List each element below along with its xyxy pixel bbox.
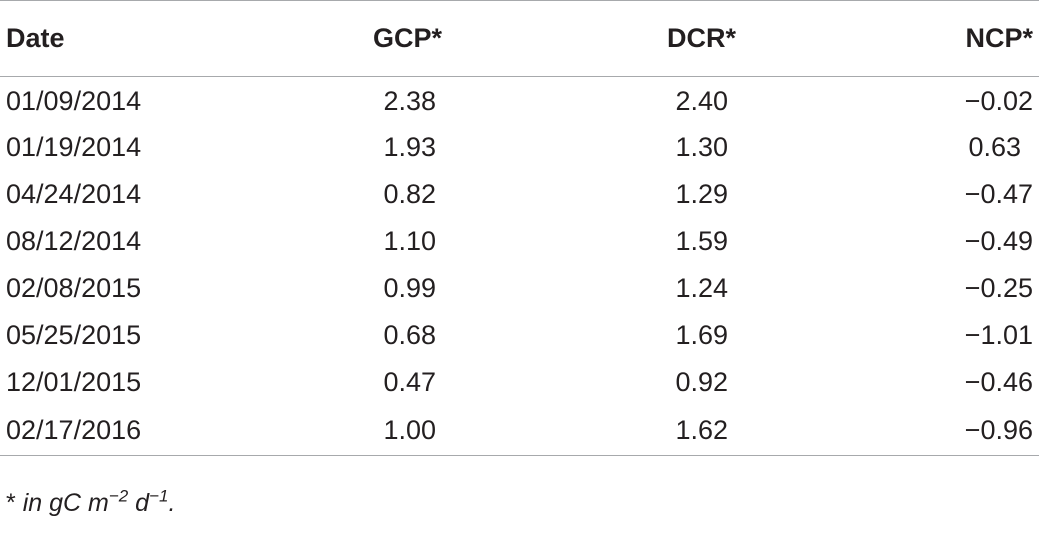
cell-ncp: 0.63 bbox=[968, 131, 1021, 162]
cell-date: 01/19/2014 bbox=[6, 131, 142, 162]
data-table-container: Date GCP* DCR* NCP* 01/09/2014 2.38 2.40… bbox=[0, 0, 1039, 456]
cell-gcp: 0.47 bbox=[383, 366, 436, 397]
footnote-marker: * bbox=[6, 489, 16, 517]
cell-dcr: 1.29 bbox=[675, 178, 728, 209]
cell-date: 02/17/2016 bbox=[0, 405, 270, 456]
table-row: 05/25/2015 0.68 1.69 −1.01 bbox=[0, 312, 1039, 359]
header-gcp: GCP* bbox=[270, 0, 500, 77]
cell-gcp: 0.99 bbox=[383, 272, 436, 303]
cell-ncp: −0.02 bbox=[964, 85, 1033, 116]
cell-gcp: 1.00 bbox=[270, 405, 500, 456]
cell-gcp: 0.68 bbox=[383, 319, 436, 350]
header-ncp: NCP* bbox=[760, 0, 1039, 77]
cell-gcp: 1.93 bbox=[383, 131, 436, 162]
footnote-period: . bbox=[168, 489, 176, 517]
table-row: 04/24/2014 0.82 1.29 −0.47 bbox=[0, 171, 1039, 218]
cell-gcp: 1.10 bbox=[383, 225, 436, 256]
cell-gcp: 0.82 bbox=[383, 178, 436, 209]
cell-ncp: −0.46 bbox=[964, 366, 1033, 397]
footnote-unit-text: in gC m bbox=[22, 489, 109, 517]
footnote-unit-day: d bbox=[128, 489, 150, 517]
cell-dcr: 1.69 bbox=[675, 319, 728, 350]
footnote-exponent-d: −1 bbox=[149, 486, 169, 506]
table-row: 02/08/2015 0.99 1.24 −0.25 bbox=[0, 265, 1039, 312]
table-header-row: Date GCP* DCR* NCP* bbox=[0, 0, 1039, 77]
cell-gcp: 2.38 bbox=[383, 85, 436, 116]
table-row: 01/09/2014 2.38 2.40 −0.02 bbox=[0, 77, 1039, 124]
table-footnote: * in gC m−2 d−1. bbox=[6, 486, 176, 518]
cell-dcr: 1.62 bbox=[500, 405, 760, 456]
data-table: Date GCP* DCR* NCP* 01/09/2014 2.38 2.40… bbox=[0, 0, 1039, 456]
cell-ncp: −0.49 bbox=[964, 225, 1033, 256]
table-row: 12/01/2015 0.47 0.92 −0.46 bbox=[0, 359, 1039, 406]
cell-ncp: −1.01 bbox=[964, 319, 1033, 350]
cell-dcr: 0.92 bbox=[675, 366, 728, 397]
cell-date: 12/01/2015 bbox=[6, 366, 142, 397]
cell-date: 01/09/2014 bbox=[6, 85, 142, 116]
cell-date: 04/24/2014 bbox=[6, 178, 142, 209]
cell-dcr: 2.40 bbox=[675, 85, 728, 116]
cell-dcr: 1.24 bbox=[675, 272, 728, 303]
header-dcr: DCR* bbox=[500, 0, 760, 77]
header-date: Date bbox=[0, 0, 270, 77]
cell-ncp: −0.25 bbox=[964, 272, 1033, 303]
cell-ncp: −0.47 bbox=[964, 178, 1033, 209]
table-row: 02/17/2016 1.00 1.62 −0.96 bbox=[0, 405, 1039, 456]
cell-date: 08/12/2014 bbox=[6, 225, 142, 256]
table-row: 08/12/2014 1.10 1.59 −0.49 bbox=[0, 218, 1039, 265]
cell-date: 05/25/2015 bbox=[6, 319, 142, 350]
cell-date: 02/08/2015 bbox=[6, 272, 142, 303]
table-row: 01/19/2014 1.93 1.30 0.63 bbox=[0, 124, 1039, 171]
cell-dcr: 1.30 bbox=[675, 131, 728, 162]
cell-ncp: −0.96 bbox=[760, 405, 1039, 456]
footnote-exponent-m: −2 bbox=[108, 486, 129, 506]
cell-dcr: 1.59 bbox=[675, 225, 728, 256]
